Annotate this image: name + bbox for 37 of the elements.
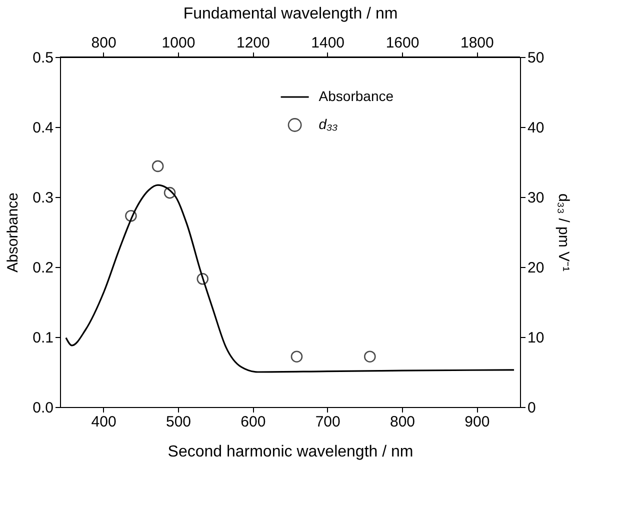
x-tick-label: 900 xyxy=(464,414,490,430)
y-axis-title: Absorbance xyxy=(4,192,22,273)
y-tick-label: 0.4 xyxy=(32,120,54,136)
point xyxy=(196,273,209,285)
x-tick-label: 500 xyxy=(166,414,192,430)
point xyxy=(290,350,303,362)
point xyxy=(152,160,164,172)
x-tick-label: 600 xyxy=(240,414,266,430)
point xyxy=(364,350,376,362)
y2-tick-label: 50 xyxy=(528,50,544,66)
y2-tick-label: 20 xyxy=(528,260,544,276)
x-tick-label: 700 xyxy=(315,414,340,430)
x2-tick-label: 1000 xyxy=(162,34,196,52)
x-tick-label: 400 xyxy=(91,414,116,430)
point xyxy=(164,186,176,199)
legend-label: d₃₃ xyxy=(318,116,338,132)
y-tick-label: 0.3 xyxy=(32,190,54,206)
y-tick-label: 0.5 xyxy=(32,50,54,66)
x-tick-label: 800 xyxy=(390,414,416,430)
y-tick-label: 0.1 xyxy=(32,330,54,346)
y-tick-label: 0.2 xyxy=(32,260,54,276)
x2-tick-label: 1800 xyxy=(460,34,494,52)
legend-label: Absorbance xyxy=(318,88,394,104)
y2-axis-title: d₃₃ / pm V⁻¹ xyxy=(555,193,572,272)
y2-tick-label: 40 xyxy=(528,120,544,136)
y2-tick-label: 30 xyxy=(528,190,544,206)
x-axis-title: Second harmonic wavelength / nm xyxy=(168,444,414,460)
point xyxy=(125,210,137,222)
y-tick-label: 0.0 xyxy=(32,400,54,416)
y2-tick-label: 10 xyxy=(528,330,544,346)
x2-tick-label: 1600 xyxy=(386,34,420,52)
x2-tick-label: 800 xyxy=(91,34,116,52)
y2-tick-label: 0 xyxy=(528,400,536,416)
x2-tick-label: 1400 xyxy=(311,34,345,52)
line-series xyxy=(65,184,515,373)
x2-axis-title: Fundamental wavelength / nm xyxy=(183,6,398,22)
x2-tick-label: 1200 xyxy=(236,34,270,52)
